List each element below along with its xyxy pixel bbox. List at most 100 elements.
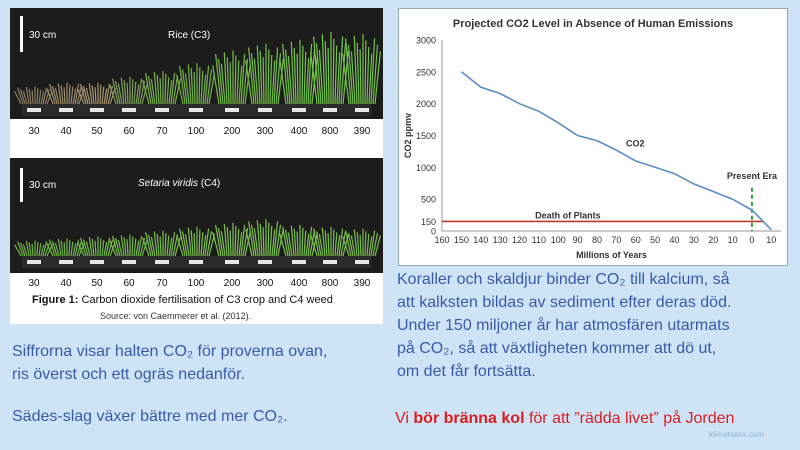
pot-label [292,108,306,112]
plant-blade [153,71,158,105]
y-tick-label: 150 [421,217,436,227]
plant-blade [25,86,30,105]
plant-blade [114,237,121,257]
plant-blade [126,239,129,257]
rice-panel-title: Rice (C3) [168,30,211,41]
plant-blade [91,85,95,105]
plant-blade [88,83,93,105]
plant-blade [271,229,276,257]
plant-blade [82,85,89,105]
co2-series-line [460,71,772,231]
x-tick-label: 140 [473,235,488,245]
pot-label [155,260,169,264]
plant-blade [131,79,134,105]
pot-label [323,260,337,264]
pot-label [225,260,239,264]
plant-blade [60,240,64,257]
concentration-label: 60 [123,278,135,289]
plant-blade [259,223,263,257]
plant-blade [40,91,45,105]
plant-blade [200,70,204,105]
concentration-label: 50 [91,278,103,289]
setaria-species: Setaria viridis [138,178,199,189]
setaria-type: (C4) [200,178,221,189]
plant-blade [334,45,338,105]
plant-blade [345,38,352,105]
plant-blade [60,85,64,105]
plant-blade [366,233,370,257]
plant-blade [17,241,24,257]
plant-blade [147,75,154,105]
plant-blade [253,228,259,257]
plant-blade [324,230,328,257]
plant-blade [287,232,293,257]
plant-blade [290,225,295,257]
plant-blade [305,57,310,105]
plant-blade [256,220,261,257]
plant-blade [142,237,150,257]
concentration-label: 70 [156,126,168,137]
plant-blade [309,229,316,257]
setaria-panel-title: Setaria viridis (C4) [138,178,220,189]
plant-blade [77,241,85,257]
plant-blade [309,49,316,105]
plant-photo-figure: 30 cm Rice (C3) 30 40 50 60 70 100 200 300 400 80… [10,8,383,324]
plant-blade [22,90,28,105]
setaria-photo-panel: 30 cm Setaria viridis (C4) [10,158,383,273]
plant-blade [259,51,263,105]
pot-label [323,108,337,112]
plant-blade [324,40,328,105]
plant-blade [353,36,358,105]
plant-blade [204,65,210,105]
plant-blade [301,45,304,105]
figure-caption: Figure 1: Carbon dioxide fertilisation o… [32,294,333,306]
plant-blade [63,87,66,105]
plant-blade [49,83,56,105]
plant-blade [198,66,201,105]
plant-blade [310,52,318,105]
concentration-label: 200 [223,126,241,137]
plant-blade [14,91,22,105]
plant-blade [262,56,265,105]
plant-blade [174,236,181,257]
plant-blade [164,74,167,105]
pot-label [27,108,41,112]
plant-blade [202,74,207,105]
plant-blade [103,241,108,257]
plant-blade [336,234,341,257]
plant-blade [364,40,367,105]
plant-blade [193,233,196,257]
plant-blade [88,237,93,257]
plant-blade [190,68,194,105]
plant-blade [38,243,42,257]
plant-blade [238,65,243,105]
plant-blade [31,90,34,105]
plant-blade [208,73,215,105]
x-tick-label: 10 [766,235,776,245]
plant-blade [133,81,137,105]
plant-blade [279,57,287,105]
plant-blade [179,228,186,257]
plant-blade [250,53,257,105]
plant-blade [147,234,154,257]
pot-label [258,108,272,112]
plant-blade [327,233,330,257]
pot-label [355,108,369,112]
x-tick-label: 130 [493,235,508,245]
plant-blade [350,51,356,105]
plant-blade [307,226,313,257]
plant-blade [187,227,192,257]
plant-blade [80,83,87,105]
text-line: att kalksten bildas av sediment efter de… [397,294,732,311]
pot-label [122,108,136,112]
plant-blade [277,58,284,105]
pot-label [59,108,73,112]
plant-blade [174,79,181,105]
plant-blade [22,244,28,257]
plant-blade [206,69,213,105]
figure-source: Source: von Caemmerer et al. (2012). [100,311,252,321]
figure-explanation-text: Siffrorna visar halten CO₂ för proverna … [12,340,392,386]
pot-label [225,108,239,112]
plant-blade [347,44,354,105]
plant-blade [248,47,255,105]
